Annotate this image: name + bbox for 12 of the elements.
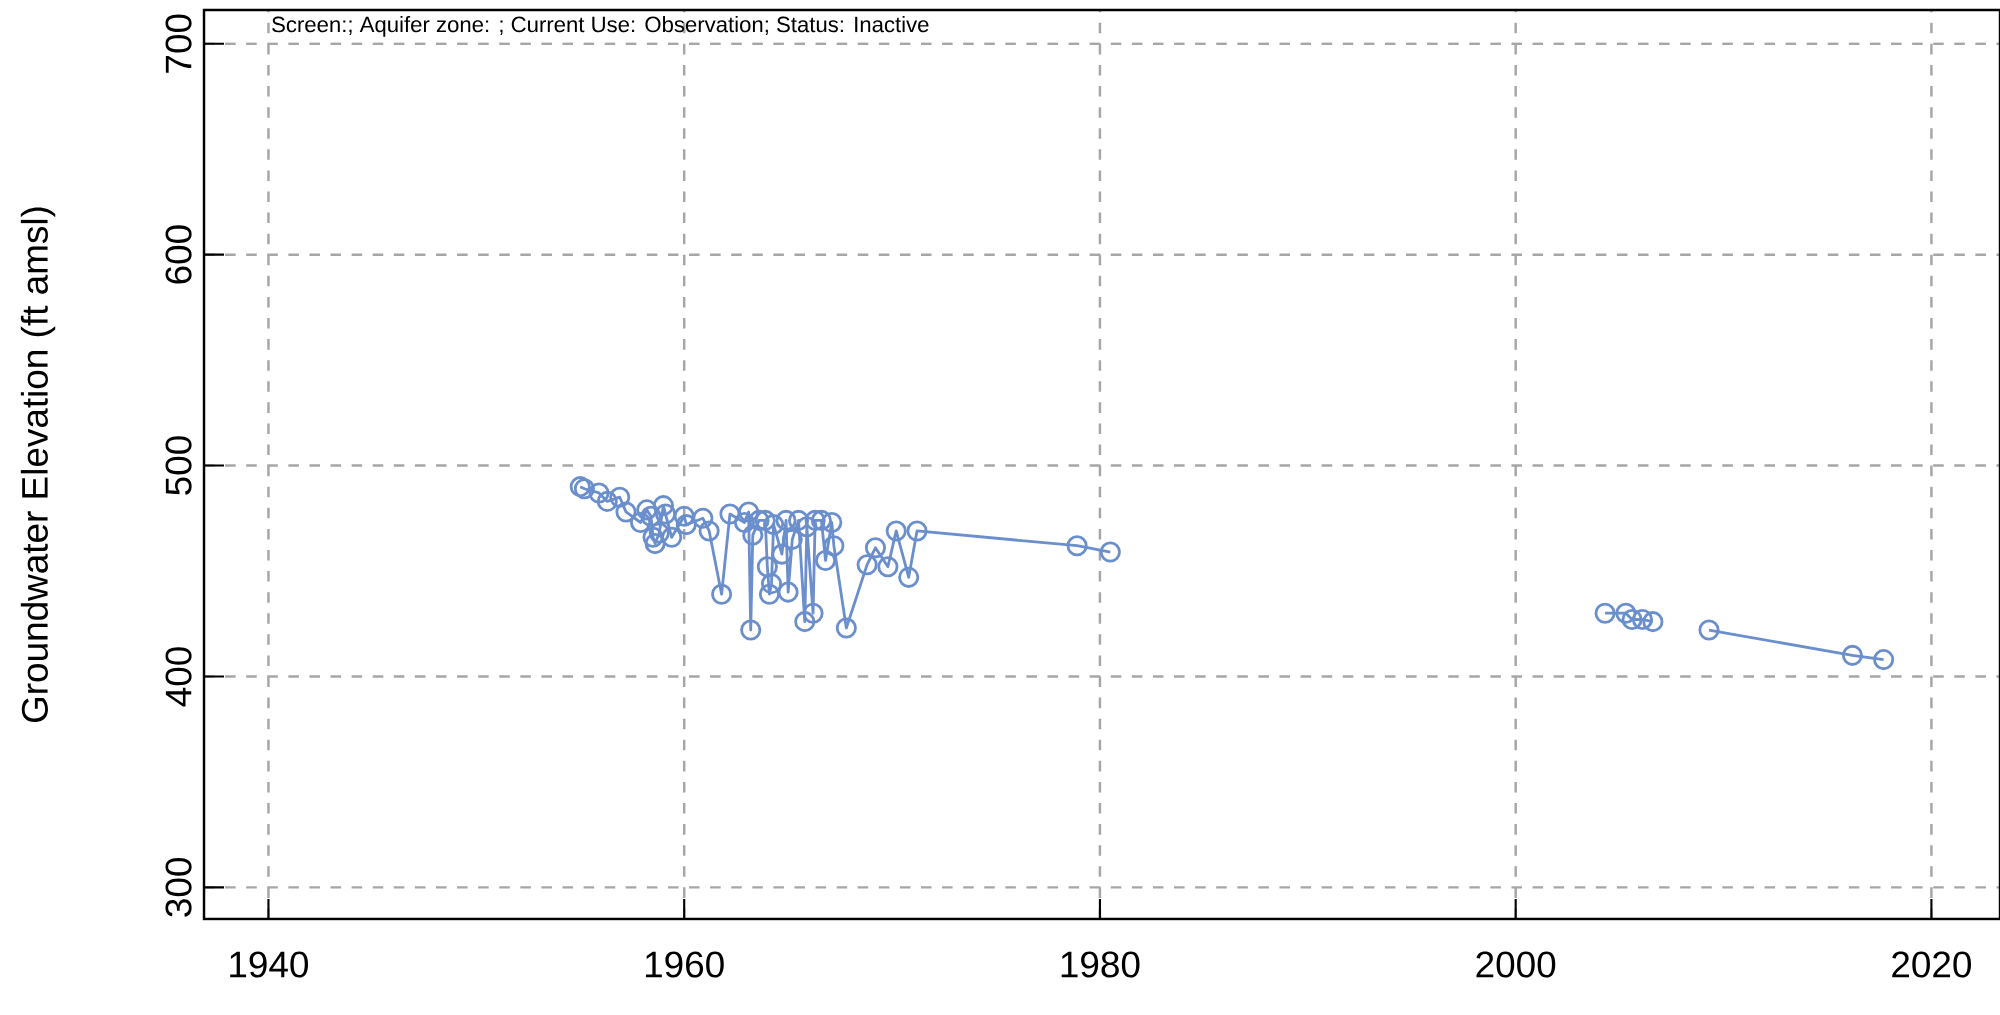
y-tick-label: 400: [165, 647, 192, 707]
x-tick-label: 1940: [230, 951, 309, 978]
x-tick-label: 1960: [645, 951, 724, 978]
y-tick-label: 500: [165, 436, 192, 495]
x-tick-label: 1980: [1061, 951, 1140, 978]
x-tick-label: 2000: [1476, 951, 1556, 978]
y-tick-label: 300: [165, 858, 192, 917]
annotation: Screen:; Aquifer zone: ; Current Use: Observation; Status: Inactive: [272, 16, 929, 37]
x-tick-label: 2020: [1892, 951, 1971, 978]
y-tick-label: 700: [165, 14, 192, 73]
y-axis-title: Groundwater Elevation (ft amsl): [20, 207, 56, 723]
y-tick-label: 600: [165, 225, 192, 284]
